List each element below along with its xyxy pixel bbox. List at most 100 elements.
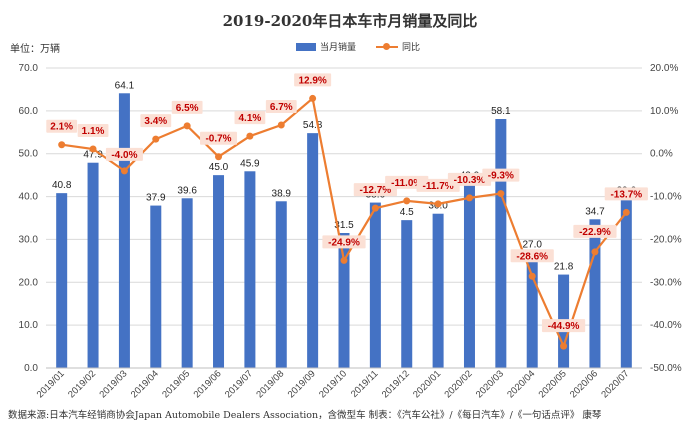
- bar-value-label: 37.9: [146, 193, 166, 204]
- x-tick-label: 2020/04: [505, 368, 537, 400]
- yoy-label-box: [234, 111, 266, 125]
- yoy-label-box: [77, 124, 109, 137]
- yoy-label-box: [200, 131, 238, 145]
- yoy-value-label: 12.9%: [298, 75, 326, 86]
- bar-value-label: 40.8: [52, 180, 72, 191]
- yoy-value-label: -4.0%: [111, 150, 137, 161]
- bar: [56, 193, 68, 368]
- yoy-label-box: [573, 224, 617, 238]
- bar-value-label: 27.0: [522, 239, 542, 250]
- yoy-label-box: [171, 100, 203, 114]
- yoy-value-label: 6.7%: [270, 102, 293, 113]
- bar-value-label: 58.1: [491, 106, 511, 117]
- bar-value-label: 31.5: [334, 220, 354, 231]
- bar: [181, 198, 193, 368]
- x-tick-label: 2019/02: [66, 368, 98, 400]
- yoy-value-label: 6.5%: [176, 103, 199, 114]
- bar-value-label: 45.0: [209, 162, 229, 173]
- y-left-tick-label: 20.0: [19, 277, 39, 288]
- legend-label-yoy: 同比: [402, 43, 421, 53]
- bar-value-label: 39.6: [177, 185, 197, 196]
- legend-item-sales: 当月销量: [296, 40, 356, 53]
- bar-value-label: 4.5: [400, 207, 414, 218]
- yoy-marker: [528, 272, 536, 280]
- y-right-tick-label: -20.0%: [650, 234, 682, 245]
- yoy-value-label: -28.6%: [516, 251, 548, 262]
- y-left-tick-label: 10.0: [19, 320, 39, 331]
- yoy-label-box: [482, 168, 520, 182]
- unit-label: 单位：万辆: [10, 44, 60, 55]
- y-left-tick-label: 70.0: [19, 63, 39, 74]
- yoy-label-box: [105, 147, 143, 161]
- source-footer: 数据来源:日本汽车经销商协会Japan Automobile Dealers A…: [8, 410, 602, 421]
- x-tick-label: 2020/03: [474, 368, 506, 400]
- x-tick-label: 2019/01: [35, 368, 67, 400]
- yoy-label-box: [604, 187, 648, 201]
- yoy-value-label: 2.1%: [50, 122, 73, 133]
- bar: [275, 201, 287, 368]
- legend-label-sales: 当月销量: [320, 43, 357, 53]
- x-tick-label: 2019/09: [286, 368, 318, 400]
- yoy-value-label: -22.9%: [579, 227, 611, 238]
- yoy-marker: [434, 200, 442, 208]
- x-tick-label: 2019/03: [97, 368, 129, 400]
- yoy-marker: [58, 141, 66, 149]
- bar-value-label: 34.7: [585, 206, 605, 217]
- legend: 当月销量 同比: [296, 40, 434, 53]
- yoy-value-label: -13.7%: [610, 189, 642, 200]
- yoy-label-box: [140, 114, 172, 128]
- yoy-marker: [309, 94, 317, 102]
- yoy-marker: [340, 256, 348, 264]
- bar-value-label: 64.1: [115, 80, 135, 91]
- bar-value-label: 21.8: [554, 262, 574, 273]
- bar: [338, 233, 350, 368]
- yoy-label-box: [447, 172, 492, 186]
- chart-title: 2019-2020年日本车市月销量及同比: [222, 12, 478, 30]
- bar: [213, 175, 225, 368]
- x-tick-label: 2020/06: [568, 368, 600, 400]
- bar: [401, 220, 413, 368]
- x-tick-label: 2020/01: [411, 368, 443, 400]
- bar-value-label: 47.9: [83, 150, 103, 161]
- y-right-tick-label: -30.0%: [650, 277, 682, 288]
- yoy-value-label: -44.9%: [548, 321, 580, 332]
- bar: [589, 219, 601, 368]
- yoy-marker: [591, 248, 599, 256]
- x-tick-label: 2019/12: [380, 368, 412, 400]
- yoy-marker: [560, 342, 568, 350]
- x-tick-label: 2020/05: [537, 368, 569, 400]
- yoy-value-label: -0.7%: [205, 134, 231, 145]
- yoy-label-box: [265, 100, 297, 113]
- x-tick-label: 2019/08: [254, 368, 286, 400]
- y-right-tick-label: -10.0%: [650, 192, 682, 203]
- y-right-tick-label: 20.0%: [650, 63, 678, 74]
- yoy-label-box: [46, 119, 78, 133]
- x-tick-label: 2019/07: [223, 368, 255, 400]
- y-left-tick-label: 40.0: [19, 192, 39, 203]
- yoy-value-label: -11.7%: [423, 181, 454, 192]
- bar: [307, 133, 319, 368]
- y-right-tick-label: -40.0%: [650, 320, 682, 331]
- yoy-marker: [152, 135, 160, 143]
- bar: [495, 119, 507, 368]
- legend-item-yoy: 同比: [376, 40, 420, 53]
- y-right-tick-label: 0.0%: [650, 149, 673, 160]
- yoy-label-box: [510, 249, 554, 263]
- yoy-value-label: -11.0%: [391, 178, 422, 189]
- x-tick-label: 2020/07: [599, 368, 631, 400]
- yoy-marker: [183, 122, 191, 130]
- yoy-marker: [403, 197, 411, 205]
- yoy-value-label: -12.7%: [360, 185, 392, 196]
- yoy-marker: [246, 132, 254, 140]
- x-tick-label: 2019/10: [317, 368, 349, 400]
- y-right-tick-label: -50.0%: [650, 363, 682, 374]
- x-tick-label: 2019/06: [192, 368, 224, 400]
- bar: [150, 205, 162, 368]
- x-tick-label: 2019/04: [129, 368, 161, 400]
- x-tick-label: 2019/11: [349, 368, 381, 400]
- yoy-value-label: 3.4%: [144, 116, 167, 127]
- yoy-value-label: 4.1%: [238, 113, 261, 124]
- legend-line-swatch: [376, 42, 399, 52]
- bar: [620, 198, 632, 368]
